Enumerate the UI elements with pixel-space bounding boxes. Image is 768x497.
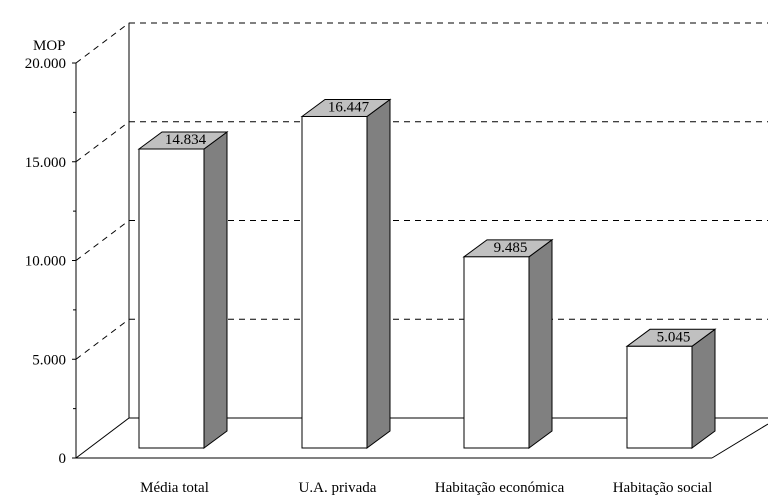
bar [137, 131, 229, 449]
bar-front-face [463, 256, 530, 449]
bars [137, 98, 717, 449]
bar [300, 98, 392, 449]
category-label: Habitação económica [435, 480, 565, 496]
y-tick-label: 20.000 [25, 56, 66, 72]
bar-side-face [691, 328, 716, 449]
y-tick-label: 0 [59, 451, 67, 467]
bar-front-face [301, 115, 368, 449]
bar-side-face [528, 238, 553, 449]
bar-value-label: 14.834 [165, 132, 207, 148]
category-label: Média total [140, 480, 209, 496]
bar [625, 328, 717, 449]
gridlines [75, 22, 768, 360]
y-tick-label: 5.000 [32, 352, 66, 368]
category-label: U.A. privada [299, 480, 377, 496]
y-axis-unit-label: MOP [33, 38, 66, 54]
category-labels: Média total U.A. privada Habitação económi… [140, 480, 712, 496]
gridline-diagonal [75, 22, 130, 64]
gridline-diagonal [75, 220, 130, 261]
bar-value-label: 9.485 [494, 240, 528, 256]
bar-side-face [203, 131, 228, 449]
bar-front-face [138, 148, 205, 449]
floor-left-edge [75, 417, 130, 459]
y-axis-ticks: 0 5.000 10.000 15.000 20.000 [25, 56, 76, 467]
y-tick-label: 10.000 [25, 254, 66, 270]
y-tick-label: 15.000 [25, 155, 66, 171]
bar-side-face [366, 98, 391, 449]
category-label: Habitação social [613, 480, 713, 496]
floor-right-edge [711, 423, 768, 459]
data-labels: 14.834 16.447 9.485 5.045 [165, 99, 691, 345]
bar-value-label: 5.045 [657, 329, 691, 345]
gridline-diagonal [75, 318, 130, 360]
gridline-diagonal [75, 121, 130, 163]
bar-value-label: 16.447 [328, 99, 370, 115]
bar-front-face [626, 345, 693, 449]
bar [462, 238, 554, 449]
